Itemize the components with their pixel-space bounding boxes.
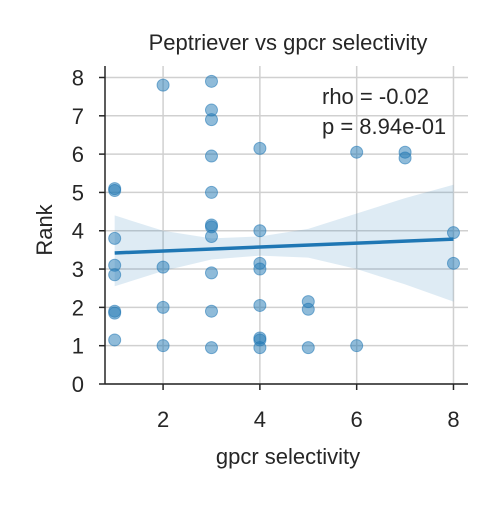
scatter-point — [301, 341, 315, 355]
scatter-point — [204, 341, 218, 355]
scatter-point — [253, 224, 267, 238]
scatter-point — [108, 306, 122, 320]
scatter-point — [108, 333, 122, 347]
regression-line-layer — [114, 237, 454, 255]
scatter-point — [398, 151, 412, 165]
scatter-point — [350, 145, 364, 159]
tick-labels-layer: 2 4 6 8 0 1 2 3 4 5 6 7 8 — [72, 65, 460, 432]
y-tick-label: 4 — [72, 219, 84, 244]
y-tick-label: 0 — [72, 372, 84, 397]
chart-title: Peptriever vs gpcr selectivity — [149, 30, 428, 55]
y-axis-label: Rank — [32, 203, 57, 255]
scatter-point — [204, 149, 218, 163]
scatter-point — [156, 260, 170, 274]
scatter-point — [108, 184, 122, 198]
axes-layer — [99, 66, 468, 390]
regression-line — [114, 237, 454, 255]
scatter-point — [350, 339, 364, 353]
p-value-annotation: p = 8.94e-01 — [322, 114, 446, 139]
scatter-point — [253, 341, 267, 355]
scatter-point — [204, 113, 218, 127]
scatter-point — [253, 298, 267, 312]
points-layer — [108, 74, 460, 355]
y-tick-label: 1 — [72, 334, 84, 359]
scatter-point — [253, 141, 267, 155]
x-tick-label: 8 — [447, 407, 459, 432]
scatter-point — [156, 300, 170, 314]
scatter-point — [446, 256, 460, 270]
x-tick-label: 4 — [254, 407, 266, 432]
confidence-band-layer — [114, 184, 454, 302]
scatter-point — [204, 74, 218, 88]
scatter-point — [253, 262, 267, 276]
scatter-point — [204, 229, 218, 243]
scatter-point — [108, 268, 122, 282]
confidence-band — [114, 184, 454, 302]
scatter-point — [204, 304, 218, 318]
y-tick-label: 8 — [72, 65, 84, 90]
y-tick-label: 6 — [72, 142, 84, 167]
rho-annotation: rho = -0.02 — [322, 84, 429, 109]
scatter-point — [301, 302, 315, 316]
scatter-point — [446, 226, 460, 240]
scatter-point — [204, 266, 218, 280]
y-tick-label: 3 — [72, 257, 84, 282]
scatter-point — [156, 339, 170, 353]
scatter-point — [156, 78, 170, 92]
scatter-point — [108, 231, 122, 245]
x-axis-label: gpcr selectivity — [216, 444, 360, 469]
x-tick-label: 6 — [351, 407, 363, 432]
y-tick-label: 5 — [72, 180, 84, 205]
x-tick-label: 2 — [157, 407, 169, 432]
y-tick-label: 2 — [72, 295, 84, 320]
scatter-point — [204, 185, 218, 199]
y-tick-label: 7 — [72, 104, 84, 129]
